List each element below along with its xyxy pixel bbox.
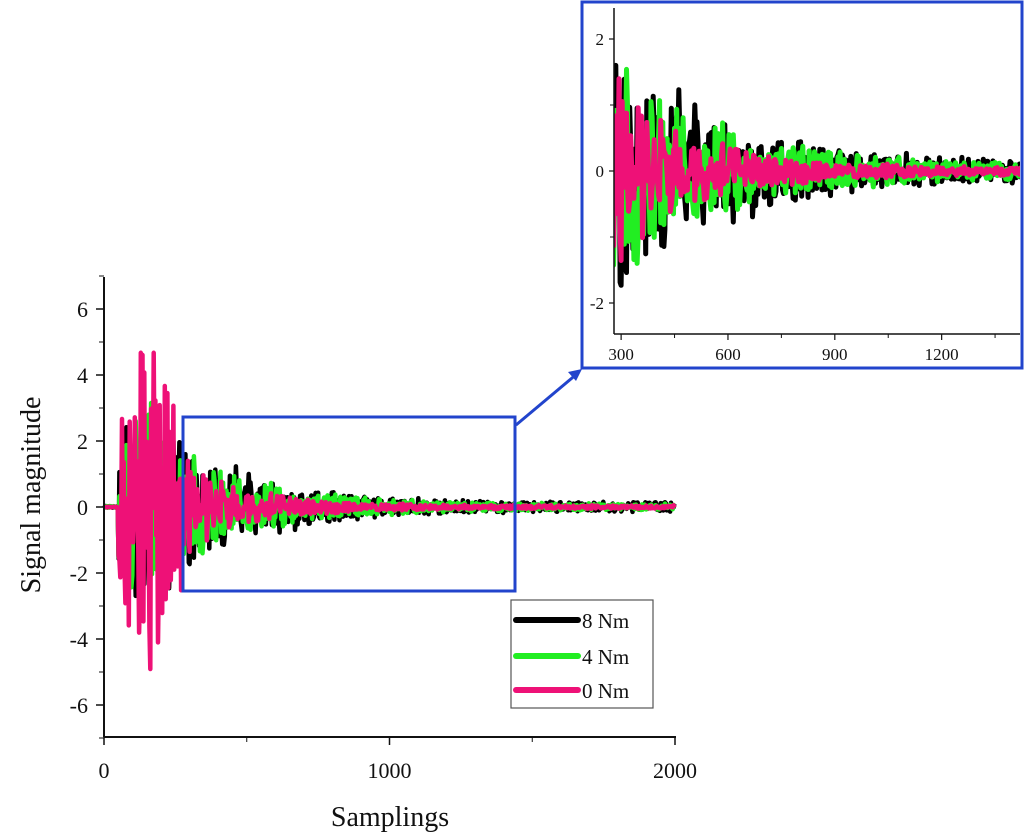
y-tick-label: 0 (77, 495, 88, 520)
inset-y-tick-label: -2 (590, 294, 604, 313)
inset-series (614, 62, 1020, 298)
y-tick-label: 6 (77, 297, 88, 322)
x-tick-label: 2000 (653, 758, 697, 783)
series-line-0nm (102, 350, 677, 672)
legend-label-8nm: 8 Nm (582, 609, 629, 633)
inset-plot: -2 0 2 300 600 900 1200 (580, 0, 1024, 370)
inset-x-ticks: 300 600 900 1200 (608, 334, 996, 364)
main-axes: -6 -4 -2 0 2 4 6 0 1000 2000 (70, 275, 697, 783)
y-tick-label: -4 (70, 627, 88, 652)
inset-y-tick-label: 2 (596, 30, 605, 49)
inset-series-line (614, 76, 1020, 298)
y-axis-ticks: -6 -4 -2 0 2 4 6 (70, 275, 104, 739)
y-tick-label: -2 (70, 561, 88, 586)
inset-y-ticks: -2 0 2 (590, 30, 614, 313)
y-axis-title: Signal magnitude (16, 397, 47, 594)
inset-x-tick-label: 300 (608, 345, 634, 364)
legend-label-0nm: 0 Nm (582, 679, 629, 703)
x-axis-title: Samplings (331, 802, 449, 833)
arrow-head-icon (568, 369, 582, 381)
y-tick-label: 2 (77, 429, 88, 454)
inset-y-tick-label: 0 (596, 162, 605, 181)
x-axis-ticks: 0 1000 2000 (99, 737, 697, 783)
legend-label-4nm: 4 Nm (582, 645, 629, 669)
y-tick-label: -6 (70, 693, 88, 718)
zoom-connector-line (515, 371, 579, 427)
inset-x-tick-label: 900 (822, 345, 848, 364)
zoom-region-box (181, 415, 517, 593)
x-tick-label: 1000 (368, 758, 412, 783)
inset-x-tick-label: 600 (715, 345, 741, 364)
main-plot-series (102, 350, 677, 672)
inset-x-tick-label: 1200 (925, 345, 959, 364)
x-tick-label: 0 (99, 758, 110, 783)
legend: 8 Nm 4 Nm 0 Nm (510, 599, 654, 709)
y-tick-label: 4 (77, 363, 88, 388)
